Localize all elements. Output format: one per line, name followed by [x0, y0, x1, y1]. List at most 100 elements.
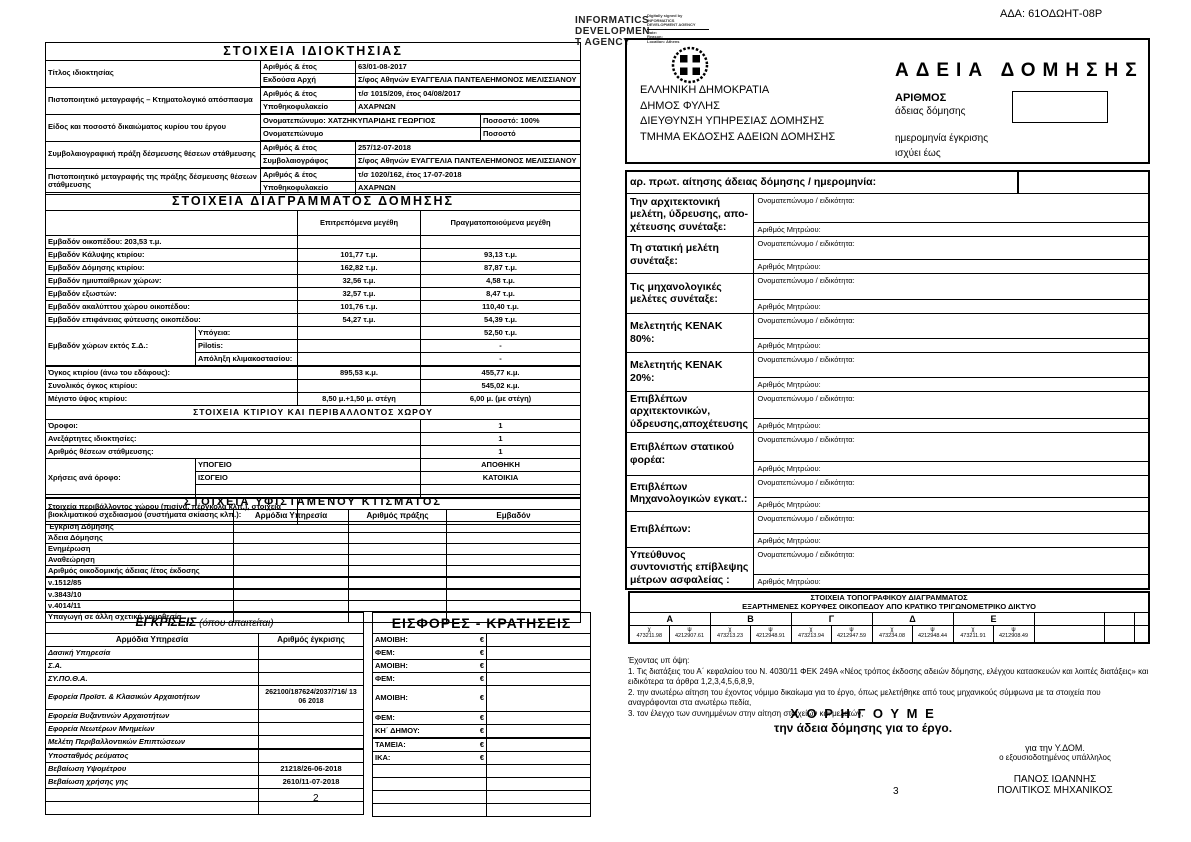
sub-label: Υπόγεια:: [195, 326, 298, 340]
approval-value: [258, 801, 364, 815]
topo-title-2: ΕΞΑΡΤΗΜΕΝΕΣ ΚΟΡΥΦΕΣ ΟΙΚΟΠΕΔΟΥ ΑΠΟ ΚΡΑΤΙΚ…: [742, 602, 1036, 612]
row-label: Υποσταθμός ρεύματος: [45, 748, 259, 763]
permitted-value: 32,57 τ.μ.: [297, 287, 421, 301]
row-label: Εμβαδόν επιφάνειας φύτευσης οικοπέδου:: [45, 313, 298, 327]
value-cell: τ/σ 1015/209, έτος 04/08/2017: [354, 86, 582, 101]
issuing-authority-block: ΕΛΛΗΝΙΚΗ ΔΗΜΟΚΡΑΤΙΑ ΔΗΜΟΣ ΦΥΛΗΣ ΔΙΕΥΘΥΝΣ…: [640, 83, 915, 145]
row-label: ν.3843/10: [45, 588, 234, 601]
section-label: Επιβλέπων στατικού φορέα:: [625, 431, 754, 476]
having-regard-line: Έχοντας υπ όψη:: [628, 656, 690, 665]
cell: [233, 576, 349, 590]
value-cell: Σ/φος Αθηνών ΕΥΑΓΓΕΛΙΑ ΠΑΝΤΕΛΕΗΜΟΝΟΣ ΜΕΛ…: [354, 154, 582, 169]
value-cell: [297, 235, 421, 249]
permitted-value: [297, 352, 421, 367]
value-cell: 1: [419, 445, 582, 459]
label-cell: Συμβολαιογραφική πράξη δέσμευσης θέσεων …: [45, 140, 261, 169]
row-label: Χρήσεις ανά όροφο:: [45, 458, 196, 499]
y-axis-label: ψ: [768, 627, 773, 634]
fee-value: [485, 764, 592, 778]
y-coordinate: 4212907.61: [674, 633, 705, 640]
label-cell: Πιστοποιητικό μεταγραφής της πράξης δέσμ…: [45, 167, 261, 195]
area-header: Εμβαδόν: [446, 509, 581, 522]
sub-label: Pilotis:: [195, 339, 298, 353]
ada-code: ΑΔΑ: 61ΟΔΩΗΤ-08Ρ: [1000, 8, 1103, 20]
cell: [233, 554, 349, 566]
contributions-table: ΕΙΣΦΟΡΕΣ - ΚΡΑΤΗΣΕΙΣ ΑΜΟΙΒΗ: € ΦΕΜ: € ΑΜΟΙ…: [371, 612, 592, 817]
fee-value: [485, 724, 592, 739]
approvals-title-suffix: (όπου απαιτείται): [196, 618, 274, 630]
coordinate-cell: ψ 4212948.44: [911, 624, 954, 644]
row-label: Αναθεώρηση: [45, 554, 234, 566]
coordinate-cell: χ 473211.98: [628, 624, 670, 644]
registry-number-field: Αριθμός Μητρώου:: [752, 258, 1150, 274]
row-label: Άδεια Δόμησης: [45, 532, 234, 544]
name-specialty-field: Ονοματεπώνυμο / ειδικότητα:: [752, 351, 1150, 378]
decision-item-1: 1. Τις διατάξεις του Α΄ κεφαλαίου του Ν.…: [628, 666, 1149, 687]
permitted-value: 895,53 κ.μ.: [297, 365, 421, 380]
y-axis-label: ψ: [930, 627, 935, 634]
row-label: [45, 788, 259, 802]
permit-header-box: ΕΛΛΗΝΙΚΗ ΔΗΜΟΚΡΑΤΙΑ ΔΗΜΟΣ ΦΥΛΗΣ ΔΙΕΥΘΥΝΣ…: [625, 38, 1150, 164]
fee-label-cell: ΑΜΟΙΒΗ: €: [372, 685, 487, 712]
row-label: Εφορεία Νεωτέρων Μνημείων: [45, 722, 259, 736]
plot-area-label: Εμβαδόν οικοπέδου: 203,53 τ.μ.: [45, 235, 298, 249]
fee-label-cell: [372, 790, 487, 804]
coordinate-cell: ψ 4212908.49: [992, 624, 1035, 644]
y-coordinate: 4212908.49: [998, 633, 1029, 640]
actual-value: 455,77 κ.μ.: [419, 365, 582, 380]
coordinate-cell: ψ 4212948.91: [749, 624, 792, 644]
key-cell: Ονοματεπώνυμο: ΧΑΤΖΗΚΥΠΑΡΙΔΗΣ ΓΕΩΡΓΙΟΣ: [260, 113, 481, 128]
euro-sign: €: [479, 712, 484, 722]
permitted-value: 101,76 τ.μ.: [297, 300, 421, 314]
fee-value: [485, 777, 592, 791]
approval-value: [258, 748, 364, 763]
fee-label: ΑΜΟΙΒΗ:: [375, 660, 408, 670]
stamp-line: DEVELOPMEN: [575, 26, 651, 37]
registry-number-field: Αριθμός Μητρώου:: [752, 376, 1150, 392]
row-label: Συνολικός όγκος κτιρίου:: [45, 379, 298, 393]
registry-number-field: Αριθμός Μητρώου:: [752, 417, 1150, 433]
cell: [348, 521, 447, 533]
grant-block: Χ Ο Ρ Η Γ Ο Υ Μ Ε την άδεια δόμησης για …: [628, 706, 1098, 735]
value-cell: Ποσοστό: [479, 127, 582, 142]
signature-block: για την Υ.ΔΟΜ. ο εξουσιοδοτημένος υπάλλη…: [955, 743, 1155, 796]
empty-header-cell: [45, 509, 234, 522]
approval-value: [258, 735, 364, 750]
approval-value: [258, 672, 364, 686]
row-label: Εμβαδόν ακαλύπτου χώρου οικοπέδου:: [45, 300, 298, 314]
actual-value: 4,58 τ.μ.: [419, 274, 582, 288]
section-label: Μελετητής ΚΕΝΑΚ 80%:: [625, 312, 754, 353]
cell: [446, 532, 581, 544]
value-cell: Ποσοστό: 100%: [479, 113, 582, 128]
digital-signature-details: Digitally signed by INFORMATICS DEVELOPM…: [647, 13, 709, 44]
approval-value: [258, 788, 364, 802]
actual-value: 87,87 τ.μ.: [419, 261, 582, 275]
fee-label: ΑΜΟΙΒΗ:: [375, 693, 408, 703]
cell: [446, 554, 581, 566]
row-label: Βεβαίωση Υψομέτρου: [45, 762, 259, 776]
permit-title: ΑΔΕΙΑ ΔΟΜΗΣΗΣ: [895, 60, 1144, 81]
vertex-label: Α: [628, 611, 711, 626]
permit-number-label: ΑΡΙΘΜΟΣ: [895, 92, 947, 104]
registry-number-field: Αριθμός Μητρώου:: [752, 573, 1150, 589]
row-label: Σ.Α.: [45, 659, 259, 673]
sub-label: Απόληξη κλιμακοστασίου:: [195, 352, 298, 367]
name-specialty-field: Ονοματεπώνυμο / ειδικότητα:: [752, 192, 1150, 223]
page-number-3: 3: [893, 786, 899, 797]
approval-value: 21218/26-06-2018: [258, 762, 364, 776]
fee-label-cell: ΤΑΜΕΙΑ: €: [372, 737, 487, 752]
permitted-value: 8,50 μ.+1,50 μ. στέγη: [297, 392, 421, 406]
fee-value: [485, 803, 592, 817]
fee-label-cell: ΑΜΟΙΒΗ: €: [372, 659, 487, 673]
section-label: Υπεύθυνος συντονιστής επίβλεψης μέτρων α…: [625, 546, 754, 589]
key-cell: Αριθμός & έτος: [260, 60, 356, 74]
name-specialty-field: Ονοματεπώνυμο / ειδικότητα:: [752, 546, 1150, 575]
actual-value: -: [419, 339, 582, 353]
approval-value: [258, 659, 364, 673]
cell: [446, 600, 581, 612]
fee-value: [485, 711, 592, 725]
valid-until-label: ισχύει έως: [895, 148, 941, 159]
value-cell: [419, 235, 582, 249]
cell: [233, 565, 349, 578]
